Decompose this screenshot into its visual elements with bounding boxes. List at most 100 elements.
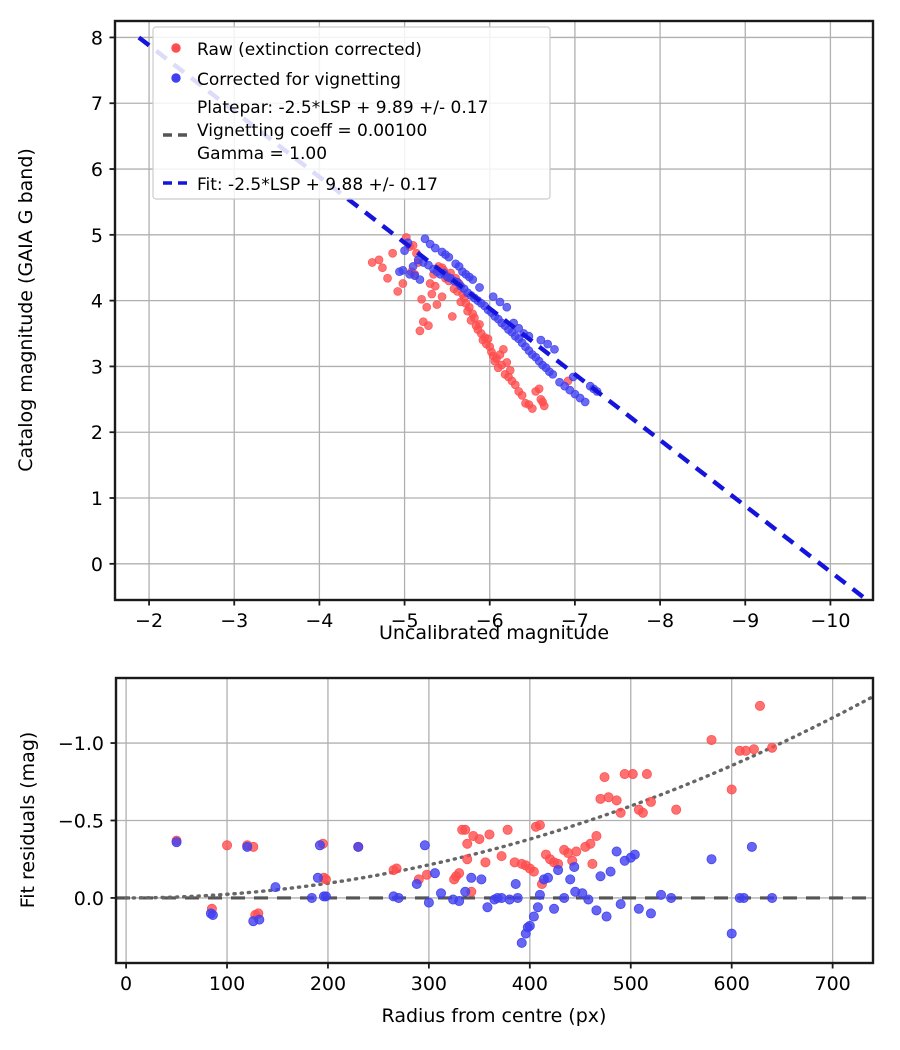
xtick-label: 300	[411, 973, 447, 995]
ytick-label: 1	[91, 488, 103, 510]
residual-point	[312, 872, 323, 883]
residual-point	[534, 820, 545, 831]
residual-point	[504, 894, 515, 905]
residual-point	[460, 886, 471, 897]
residual-point	[583, 894, 594, 905]
residual-point	[482, 902, 493, 913]
ytick-label: 0	[91, 554, 103, 576]
scatter-point	[383, 273, 392, 283]
scatter-point	[420, 234, 430, 244]
residual-point	[645, 908, 656, 919]
residual-point	[767, 892, 778, 903]
residuals-scatter-points	[171, 700, 778, 948]
scatter-point	[527, 404, 537, 413]
calibration-plot-frame	[113, 19, 875, 602]
residual-point	[516, 937, 527, 948]
scatter-point	[415, 326, 425, 336]
residual-point	[746, 841, 757, 852]
legend-label-fit: Fit: -2.5*LSP + 9.88 +/- 0.17	[197, 175, 438, 195]
residual-point	[454, 868, 465, 879]
scatter-point	[534, 384, 544, 394]
legend-marker-corrected-icon	[171, 73, 181, 83]
scatter-point	[548, 369, 558, 379]
residuals-xlabel: Radius from centre (px)	[382, 1005, 607, 1027]
residual-point	[480, 857, 491, 868]
residual-point	[559, 892, 570, 903]
scatter-point	[550, 344, 559, 354]
legend-label-raw: Raw (extinction corrected)	[197, 40, 422, 60]
scatter-point	[417, 294, 426, 304]
residual-point	[615, 807, 626, 818]
residual-point	[740, 745, 751, 756]
ytick-label: 2	[91, 422, 103, 444]
residual-point	[645, 796, 656, 807]
residual-point	[666, 892, 677, 903]
residual-point	[601, 911, 612, 922]
scatter-point	[539, 401, 549, 411]
residual-point	[738, 892, 749, 903]
scatter-point	[488, 292, 498, 302]
ytick-label: −0.5	[58, 811, 104, 833]
scatter-point	[447, 312, 457, 321]
scatter-point	[475, 283, 484, 292]
scatter-point	[432, 300, 442, 309]
legend-label-corrected: Corrected for vignetting	[197, 70, 401, 90]
residual-point	[656, 889, 667, 900]
residual-point	[595, 793, 606, 804]
ytick-label: 3	[91, 356, 103, 378]
ytick-label: 4	[91, 291, 103, 313]
residuals-ylabel: Fit residuals (mag)	[17, 732, 39, 909]
legend-label-platepar-1: Platepar: -2.5*LSP + 9.89 +/- 0.17	[197, 98, 488, 118]
xtick-label: 700	[814, 973, 850, 995]
residual-point	[748, 744, 759, 755]
residual-point	[595, 871, 606, 882]
xtick-label: −8	[646, 610, 674, 632]
residual-point	[571, 846, 582, 857]
residual-point	[254, 914, 265, 925]
scatter-point	[470, 313, 479, 323]
xtick-label: 100	[209, 973, 245, 995]
xtick-label: 600	[714, 973, 750, 995]
residual-point	[484, 829, 495, 840]
residual-point	[502, 824, 513, 835]
residual-point	[599, 772, 610, 783]
residual-point	[587, 858, 598, 869]
residual-point	[222, 840, 233, 851]
ytick-label: 7	[91, 93, 103, 115]
scatter-point	[400, 246, 409, 255]
xtick-label: 400	[512, 973, 548, 995]
residual-point	[436, 888, 447, 899]
calibration-ticks: −2 −3 −4 −5 −6 −7 −8 −9 −10 0 1 2 3 4 5 6 7 8	[91, 27, 851, 632]
scatter-point	[393, 287, 403, 296]
scatter-point	[499, 344, 508, 354]
residual-point	[524, 920, 535, 931]
residual-point	[767, 742, 778, 753]
residual-point	[637, 807, 648, 818]
residual-point	[577, 888, 588, 899]
residual-point	[591, 830, 602, 841]
residual-point	[496, 851, 507, 862]
xtick-label: 500	[613, 973, 649, 995]
scatter-point	[483, 334, 493, 344]
residual-point	[615, 899, 626, 910]
residual-point	[528, 866, 539, 877]
scatter-point	[415, 275, 425, 284]
residual-point	[270, 882, 281, 893]
residual-point	[492, 892, 503, 903]
legend-marker-raw-icon	[171, 43, 181, 53]
scatter-point	[418, 317, 428, 327]
ytick-label: 8	[91, 27, 103, 49]
calibration-ylabel: Catalog magnitude (GAIA G band)	[15, 148, 37, 472]
scatter-point	[437, 247, 447, 257]
scatter-point	[543, 339, 553, 349]
residual-point	[429, 868, 440, 879]
residual-point	[542, 872, 553, 883]
residual-point	[565, 874, 576, 885]
residual-point	[314, 840, 325, 851]
residual-point	[510, 879, 521, 890]
residual-point	[641, 769, 652, 780]
residual-point	[549, 903, 560, 914]
scatter-point	[437, 292, 447, 302]
